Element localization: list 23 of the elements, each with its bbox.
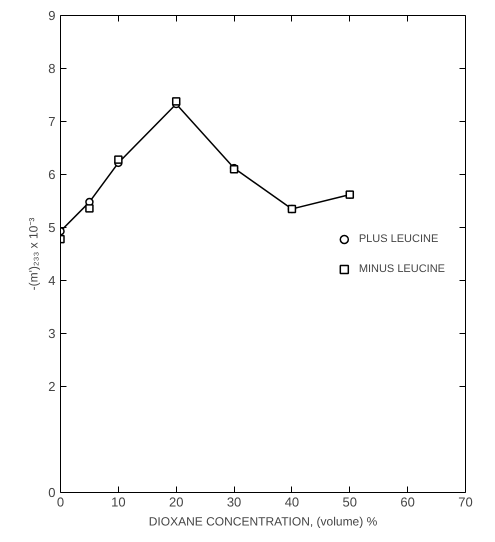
x-tick-label: 40 xyxy=(284,494,300,510)
x-axis-title: DIOXANE CONCENTRATION, (volume) % xyxy=(148,514,378,528)
x-tick-label: 50 xyxy=(342,494,358,510)
legend-label: MINUS LEUCINE xyxy=(358,262,445,274)
x-tick-label: 20 xyxy=(168,494,184,510)
y-tick-label: 0 xyxy=(48,485,56,500)
y-tick-label: 5 xyxy=(48,220,56,235)
x-tick-label: 60 xyxy=(400,494,415,510)
y-tick-label: 2 xyxy=(48,379,56,394)
point xyxy=(114,155,123,164)
y-tick-label: 6 xyxy=(48,167,56,182)
y-axis-title: -(m')₂₃₃ x 10⁻³ xyxy=(26,218,40,290)
y-tick-label: 9 xyxy=(48,8,56,23)
x-tick-label: 10 xyxy=(111,494,126,510)
y-tick-label: 7 xyxy=(48,114,56,129)
y-tick-label: 4 xyxy=(48,273,56,288)
point xyxy=(85,204,94,213)
y-tick-label: 3 xyxy=(48,326,56,341)
point xyxy=(172,97,180,106)
legend-label: PLUS LEUCINE xyxy=(358,232,438,244)
x-tick-label: 70 xyxy=(458,494,473,510)
x-tick-label: 30 xyxy=(226,494,242,510)
y-tick-label: 8 xyxy=(48,61,56,76)
